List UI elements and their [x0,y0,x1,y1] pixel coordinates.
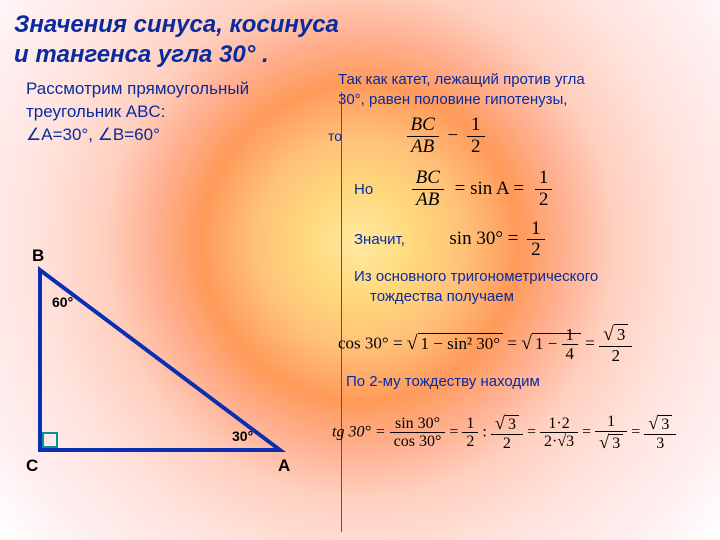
angle-60: 60° [52,294,73,310]
formula-1: BCAB − 12 [407,125,485,146]
triangle-figure: B C A 60° 30° [20,230,320,490]
word-means: Значит, [354,231,405,248]
word-to: то [328,128,342,144]
cathet-line-2: 30°, равен половине гипотенузы, [338,91,567,108]
vertex-b: B [32,246,44,266]
identity-text: Из основного тригонометрического тождест… [354,267,708,306]
consider-line-1: Рассмотрим прямоугольный [26,79,249,98]
consider-line-3: ∠A=30°, ∠B=60° [26,125,160,144]
formula-4: cos 30° = 1 − sin² 30° = 1 − 14 = 32 [338,324,708,365]
formula-2: BCAB = sin A = 12 [412,178,553,199]
page-title: Значения синуса, косинуса и тангенса угл… [0,0,720,70]
formula-3: sin 30° = 12 [449,228,544,249]
word-no: Но [354,181,373,198]
cathet-text: Так как катет, лежащий против угла 30°, … [338,70,708,109]
triangle-svg [20,230,320,490]
vertex-c: C [26,456,38,476]
vertex-a: A [278,456,290,476]
ident-line-1: Из основного тригонометрического [354,268,598,285]
consider-line-2: треугольник ABC: [26,102,165,121]
title-line-1: Значения синуса, косинуса [14,11,339,38]
cathet-line-1: Так как катет, лежащий против угла [338,71,585,88]
right-column: Так как катет, лежащий против угла 30°, … [338,70,708,452]
ident-line-2: тождества получаем [370,288,514,305]
formula-5: tg 30° = sin 30°cos 30° = 12 : 32 = 1·22… [332,413,708,452]
second-identity-text: По 2-му тождеству находим [346,372,708,392]
title-line-2: и тангенса угла 30° . [14,41,269,68]
angle-30: 30° [232,428,253,444]
